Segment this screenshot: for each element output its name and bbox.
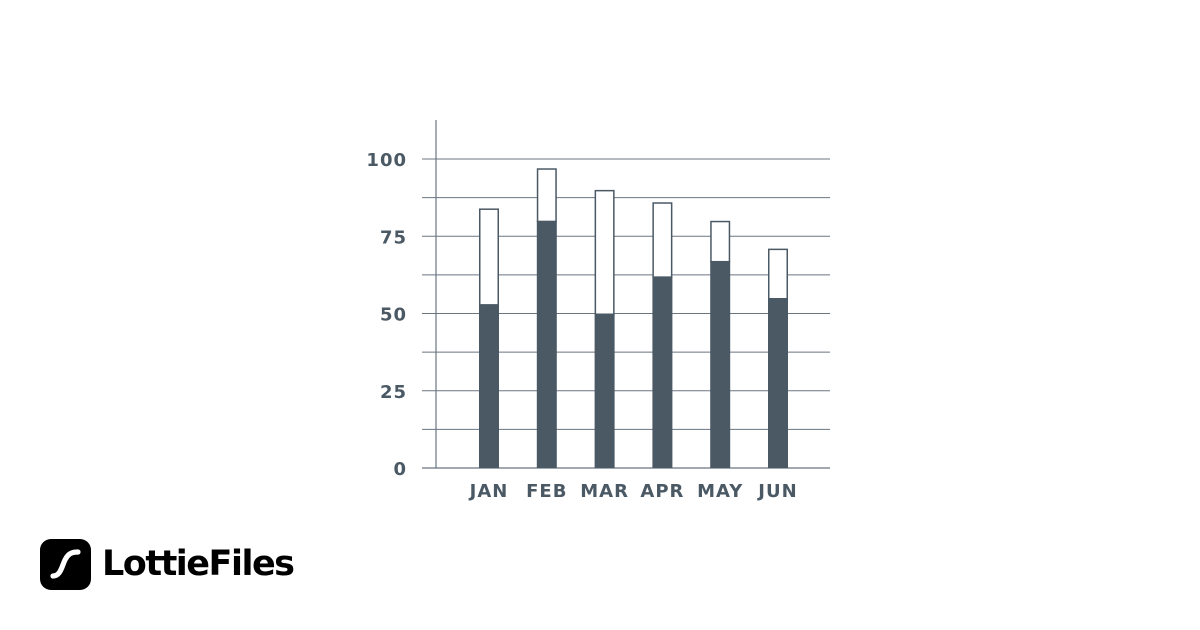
y-tick-label: 25	[380, 382, 407, 403]
x-category-label: MAY	[697, 481, 743, 502]
brand-logo: LottieFiles	[40, 538, 295, 590]
bar-segment-filled	[768, 298, 788, 468]
y-axis-tick-labels: 0 25 50 75 100	[366, 150, 407, 480]
bar-segment-outline	[479, 208, 499, 306]
bar-segment-outline	[768, 248, 788, 300]
bar-segment-filled	[594, 313, 615, 468]
lottiefiles-logo-icon	[40, 538, 91, 590]
bar-segment-filled	[652, 276, 673, 468]
bar-segment-filled	[710, 260, 731, 468]
x-category-label: FEB	[526, 481, 567, 502]
x-axis-category-labels: JAN FEB MAR APR MAY JUN	[468, 481, 797, 502]
x-category-label: JAN	[468, 481, 509, 502]
bar-segment-outline	[594, 189, 615, 315]
y-tick-label: 0	[393, 459, 407, 480]
bar-segment-outline	[536, 168, 557, 223]
y-tick-label: 50	[380, 305, 407, 326]
bars	[479, 168, 788, 468]
y-tick-label: 75	[380, 227, 407, 248]
x-category-label: MAR	[580, 481, 629, 502]
bar-segment-outline	[710, 220, 731, 263]
bar-segment-filled	[479, 304, 499, 468]
y-tick-label: 100	[366, 150, 407, 171]
brand-name: LottieFiles	[102, 543, 295, 584]
bar-segment-outline	[652, 202, 673, 278]
x-category-label: JUN	[756, 481, 797, 502]
x-category-label: APR	[640, 481, 684, 502]
bar-segment-filled	[536, 220, 557, 468]
